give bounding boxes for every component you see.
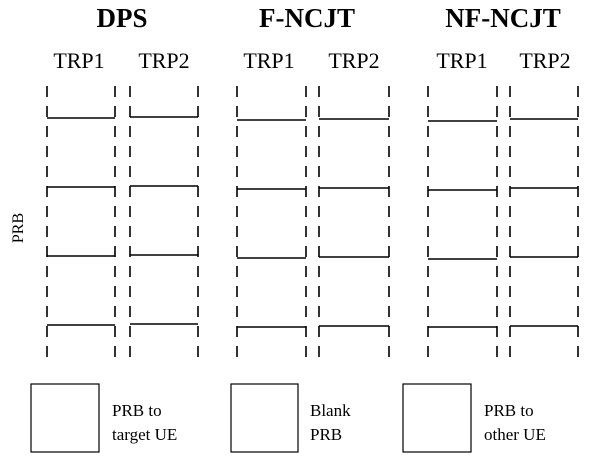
trp-label-nfncjt-2: TRP2 [519, 48, 570, 73]
legend-box-other-ue [402, 383, 472, 453]
trp-label-nfncjt-1: TRP1 [436, 48, 487, 73]
prb-columns [46, 86, 579, 365]
legend-text-target-ue-line2: target UE [112, 425, 177, 444]
legend-text-target-ue-line1: PRB to [112, 401, 162, 420]
legend-text-blank-line2: PRB [310, 425, 342, 444]
prb-axis-label: PRB [10, 213, 27, 243]
legend-text-blank-line1: Blank [310, 401, 351, 420]
scheme-title-dps: DPS [96, 3, 147, 33]
trp-label-fncjt-1: TRP1 [243, 48, 294, 73]
scheme-title-f-ncjt: F-NCJT [259, 3, 355, 33]
scheme-title-nf-ncjt: NF-NCJT [445, 3, 561, 33]
trp-label-dps-1: TRP1 [53, 48, 104, 73]
legend-text-other-ue-line1: PRB to [484, 401, 534, 420]
legend-text-other-ue-line2: other UE [484, 425, 546, 444]
legend-box-blank [230, 383, 299, 453]
legend-box-target-ue [30, 383, 100, 453]
trp-label-fncjt-2: TRP2 [328, 48, 379, 73]
trp-label-dps-2: TRP2 [138, 48, 189, 73]
